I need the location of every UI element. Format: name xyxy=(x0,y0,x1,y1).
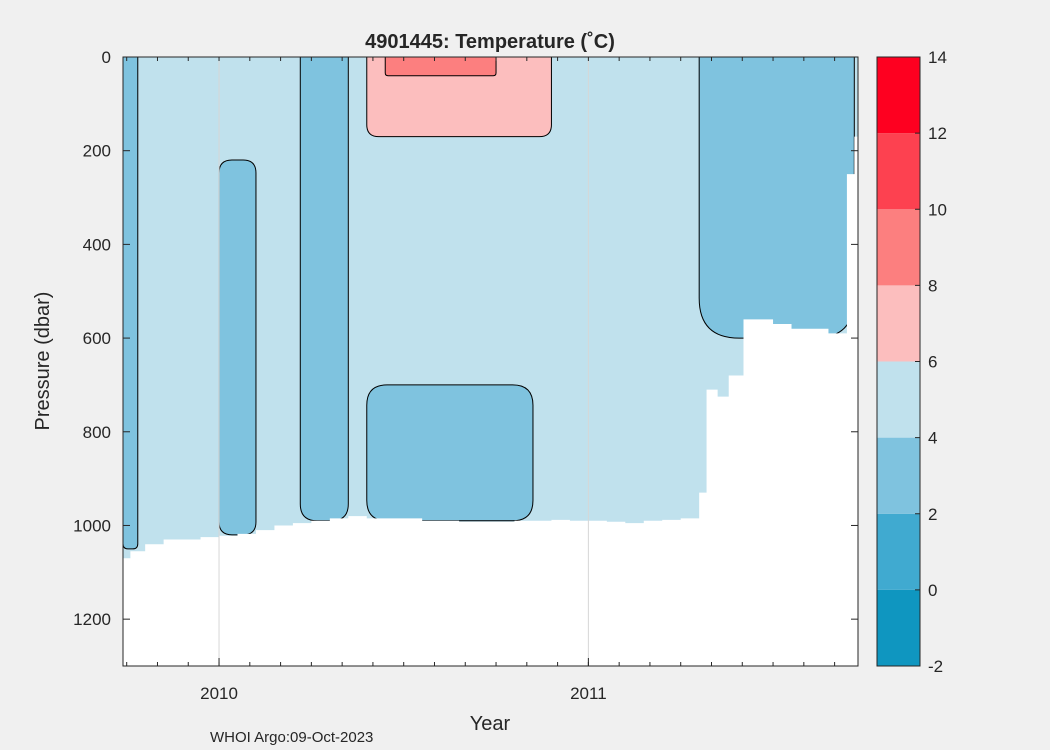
contour-region xyxy=(366,384,534,522)
x-tick-label: 2011 xyxy=(570,684,607,703)
colorbar-level xyxy=(877,133,920,210)
colorbar-level xyxy=(877,589,920,666)
chart-title: 4901445: Temperature (˚C) xyxy=(365,30,615,53)
contour-region xyxy=(698,57,855,339)
colorbar-tick-label: 4 xyxy=(928,429,937,448)
colorbar-tick-label: -2 xyxy=(928,657,943,676)
colorbar-tick-label: 0 xyxy=(928,581,937,600)
colorbar-level xyxy=(877,209,920,286)
colorbar-tick-label: 6 xyxy=(928,353,937,372)
contour-region xyxy=(366,57,552,138)
plot-area: 0 200 400 600 800 1000 1200 2010 2011 xyxy=(73,48,859,703)
contour-region xyxy=(384,57,497,77)
plot-frame xyxy=(122,56,859,667)
footer-credit: WHOI Argo:09-Oct-2023 xyxy=(210,729,373,746)
y-tick-label: 800 xyxy=(83,423,111,442)
y-tick-label: 1200 xyxy=(73,610,111,629)
colorbar-level xyxy=(877,57,920,134)
colorbar-tick-label: 2 xyxy=(928,505,937,524)
x-tick-label: 2010 xyxy=(200,684,238,703)
contour-region xyxy=(123,57,139,550)
y-tick-label: 1000 xyxy=(73,516,111,535)
colorbar-tick-label: 8 xyxy=(928,276,937,295)
y-axis-label: Pressure (dbar) xyxy=(32,292,54,431)
colorbar-level xyxy=(877,513,920,590)
y-tick-label: 400 xyxy=(83,235,111,254)
x-axis: 2010 2011 xyxy=(126,57,836,703)
colorbar-level xyxy=(877,437,920,514)
contour-region xyxy=(299,57,349,522)
colorbar-tick-label: 10 xyxy=(928,200,947,219)
colorbar-level xyxy=(877,285,920,362)
x-axis-label: Year xyxy=(470,713,511,735)
contour-region xyxy=(218,159,257,536)
y-tick-label: 200 xyxy=(83,142,111,161)
colorbar-tick-label: 14 xyxy=(928,48,947,67)
y-axis: 0 200 400 600 800 1000 1200 xyxy=(73,48,858,629)
colorbar-tick-label: 12 xyxy=(928,124,947,143)
y-tick-label: 600 xyxy=(83,329,111,348)
colorbar: -2 0 2 4 6 8 10 12 14 xyxy=(876,48,947,676)
colorbar-level xyxy=(877,361,920,438)
y-tick-label: 0 xyxy=(102,48,111,67)
contour-layer xyxy=(123,57,855,550)
no-data-area xyxy=(123,136,858,667)
x-grid xyxy=(218,57,589,666)
